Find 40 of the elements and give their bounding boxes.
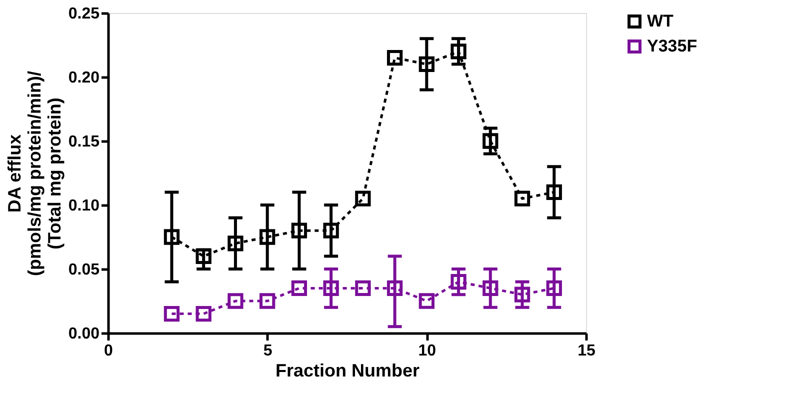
point xyxy=(450,274,466,290)
point xyxy=(386,50,403,66)
point xyxy=(514,286,530,302)
point xyxy=(228,236,244,252)
y-tick-label: 0.05 xyxy=(68,262,100,278)
y-axis-title: DA efflux (pmols/mg protein/min)/ (Total mg protein) xyxy=(4,71,64,276)
point xyxy=(260,229,276,245)
x-axis-title: Fraction Number xyxy=(275,360,420,380)
point xyxy=(546,280,562,296)
point xyxy=(323,222,339,238)
point xyxy=(228,293,244,309)
x-tick-label: 5 xyxy=(263,342,272,360)
point xyxy=(323,280,339,296)
point xyxy=(291,280,308,296)
point xyxy=(355,190,371,206)
x-tick-label: 15 xyxy=(578,342,596,360)
point xyxy=(291,222,308,238)
point xyxy=(450,44,466,60)
legend-label: Y335F xyxy=(647,36,698,56)
point xyxy=(418,56,434,72)
point xyxy=(164,229,180,245)
point xyxy=(482,133,498,149)
point xyxy=(514,190,530,206)
point xyxy=(196,248,212,264)
point xyxy=(164,306,180,322)
x-tick-label: 0 xyxy=(104,342,114,360)
y-tick-label: 0.25 xyxy=(68,6,100,22)
y-tick-label: 0.15 xyxy=(68,134,100,150)
y-tick-label: 0.20 xyxy=(68,70,100,86)
y-tick-label: 0.10 xyxy=(68,198,100,214)
point xyxy=(482,280,498,296)
point xyxy=(418,293,434,309)
point xyxy=(386,280,403,296)
point xyxy=(355,280,371,296)
point xyxy=(546,184,562,200)
point xyxy=(260,293,276,309)
x-tick-label: 10 xyxy=(418,342,436,360)
point xyxy=(196,306,212,322)
legend-label: WT xyxy=(647,12,674,30)
y-tick-label: 0.00 xyxy=(68,326,100,342)
